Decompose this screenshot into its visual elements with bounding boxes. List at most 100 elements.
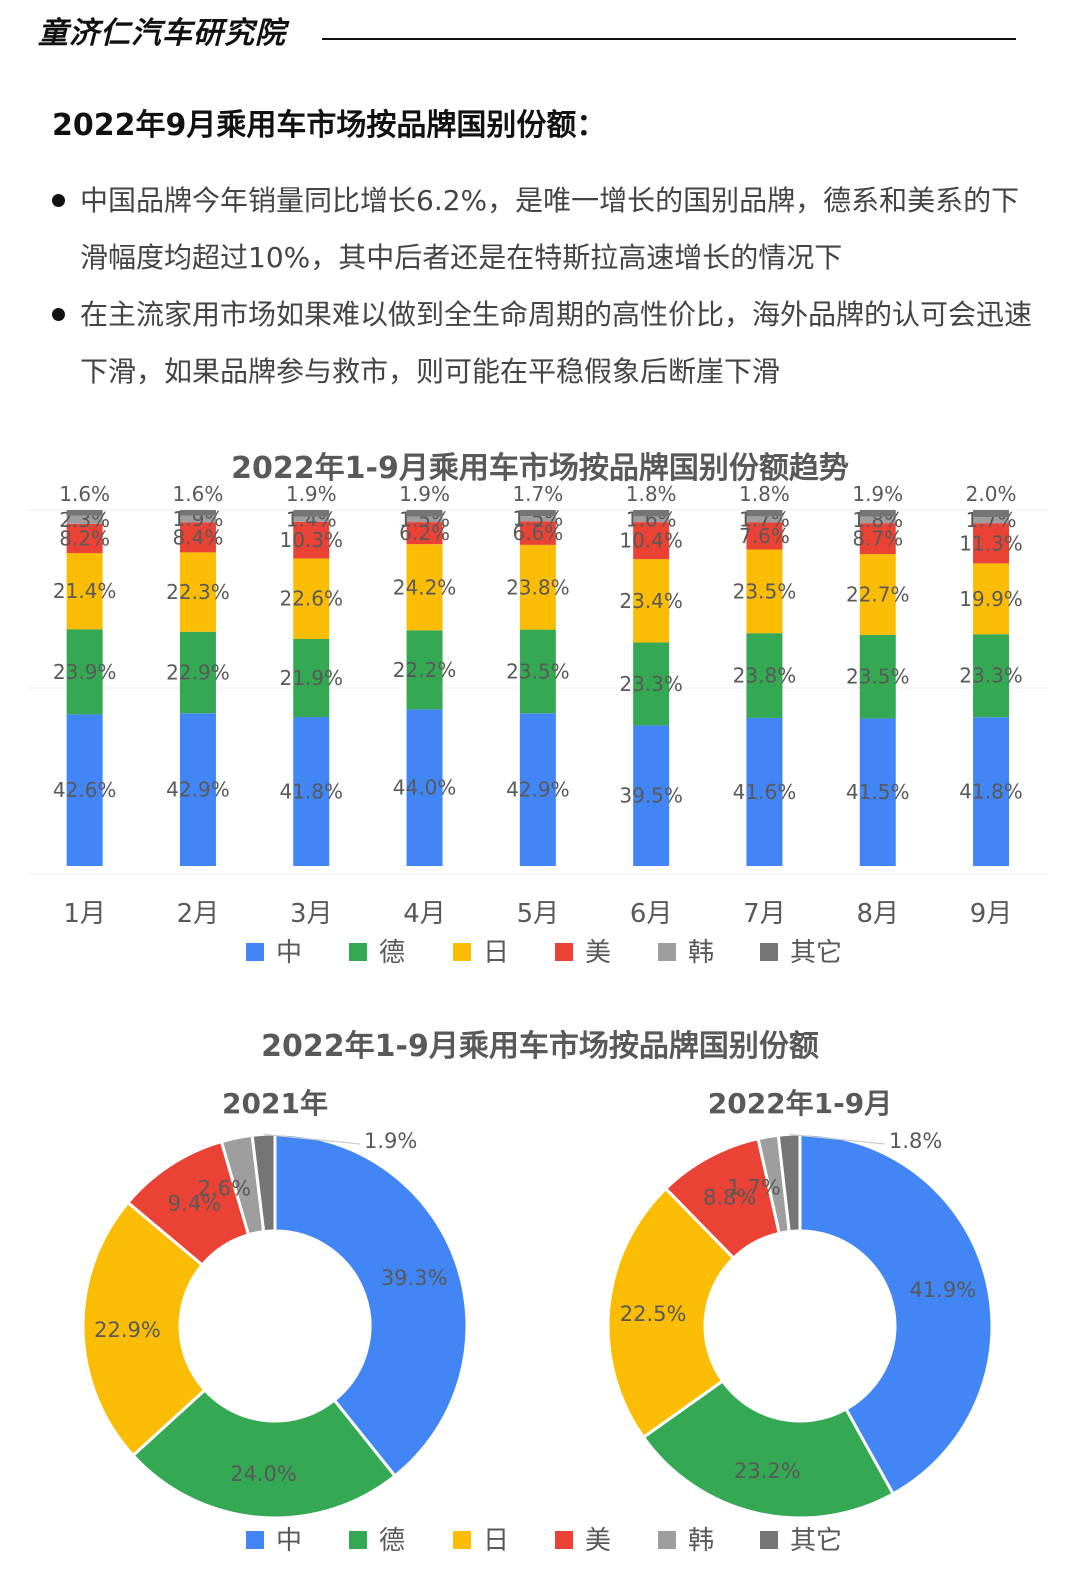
donut-slice [641, 1378, 896, 1520]
legend-label: 日 [483, 938, 509, 968]
stacked-bar-chart: 2022年1-9月乘用车市场按品牌国别份额趋势 42.6% 23.9% 21.4% 8… [28, 451, 1048, 968]
legend-label: 美 [585, 938, 611, 968]
legend-label: 其它 [790, 1526, 842, 1556]
bar-segment [179, 522, 216, 553]
donut-value-label: 1.8% [889, 1129, 942, 1153]
legend-label: 中 [276, 1526, 302, 1556]
x-tick-label: 4月 [403, 899, 446, 929]
bar-segment [633, 559, 670, 643]
legend-label: 日 [483, 1526, 509, 1556]
pie-chart-legend: 中 德 日 美 韩 其它 [246, 1526, 842, 1556]
legend-swatch [555, 943, 573, 961]
bar-segment [746, 510, 783, 517]
bar-segment [519, 713, 556, 866]
bar-segment [973, 517, 1010, 524]
pie-2021-subtitle: 2021年 [222, 1087, 328, 1120]
bar-value-label: 23.5% [846, 665, 910, 689]
bullet-text: 在主流家用市场如果难以做到全生命周期的高性价比，海外品牌的认可会迅速下滑，如果品… [80, 298, 1033, 388]
legend-label: 美 [585, 1526, 611, 1556]
bar-value-label: 44.0% [393, 776, 457, 800]
donut-slice [81, 1200, 207, 1458]
legend-label: 其它 [790, 938, 842, 968]
bar-value-label: 42.9% [166, 778, 230, 802]
donut-slice [798, 1132, 994, 1496]
bar-segment [293, 510, 330, 517]
legend-swatch [349, 943, 367, 961]
bar-value-label: 1.6% [173, 482, 224, 506]
pie-chart-title: 2022年1-9月乘用车市场按品牌国别份额 [261, 1029, 819, 1064]
bar-value-label: 23.5% [733, 579, 797, 603]
donut-value-label: 8.8% [703, 1185, 756, 1209]
donut-value-label: 22.9% [94, 1318, 161, 1342]
bar-value-label: 1.9% [852, 482, 903, 506]
bar-segment [66, 714, 103, 866]
bar-segment [973, 634, 1010, 718]
bar-segment [179, 713, 216, 866]
header-rule [322, 38, 1016, 40]
bullet-item: 中国品牌今年销量同比增长6.2%，是唯一增长的国别品牌，德系和美系的下滑幅度均超… [50, 172, 1040, 286]
bar-segment [859, 516, 896, 524]
bar-value-label: 22.3% [166, 580, 230, 604]
donut-value-label: 22.5% [620, 1302, 687, 1326]
bar-segment [859, 510, 896, 517]
bar-value-label: 21.4% [53, 579, 117, 603]
bar-chart-legend: 中 德 日 美 韩 其它 [246, 938, 842, 968]
bar-value-label: 10.4% [619, 529, 683, 553]
donut-value-label: 1.9% [364, 1129, 417, 1153]
bar-segment [406, 709, 443, 866]
bullet-item: 在主流家用市场如果难以做到全生命周期的高性价比，海外品牌的认可会迅速下滑，如果品… [50, 286, 1040, 400]
bullet-text: 中国品牌今年销量同比增长6.2%，是唯一增长的国别品牌，德系和美系的下滑幅度均超… [80, 184, 1020, 274]
bar-value-label: 8.2% [59, 526, 110, 550]
bar-segment [406, 522, 443, 545]
bar-value-label: 42.9% [506, 778, 570, 802]
bar-segment [746, 717, 783, 866]
bar-segment [859, 554, 896, 635]
bar-value-label: 41.8% [279, 780, 343, 804]
bar-segment [406, 510, 443, 517]
bar-segment [406, 516, 443, 523]
x-tick-label: 6月 [630, 899, 673, 929]
bar-segment [973, 717, 1010, 866]
legend-swatch [246, 943, 264, 961]
x-tick-label: 3月 [290, 899, 333, 929]
bar-value-label: 2.0% [966, 482, 1017, 506]
bar-segment [859, 634, 896, 719]
pie-2022-subtitle: 2022年1-9月 [708, 1087, 893, 1120]
legend-swatch [453, 943, 471, 961]
bar-segment [66, 515, 103, 524]
legend-swatch [760, 943, 778, 961]
bar-value-label: 1.7% [512, 482, 563, 506]
bar-segment [633, 642, 670, 726]
donut-slice [776, 1132, 802, 1234]
bar-value-label: 1.8% [739, 482, 790, 506]
bar-segment [746, 522, 783, 550]
bar-value-label: 10.3% [279, 528, 343, 552]
bar-segment [519, 510, 556, 517]
bar-segment [66, 510, 103, 516]
bar-value-label: 23.4% [619, 589, 683, 613]
legend-swatch [555, 1531, 573, 1549]
leader-line [789, 1133, 886, 1145]
legend-swatch [658, 1531, 676, 1549]
donut-value-label: 24.0% [230, 1462, 297, 1486]
bar-segment [293, 558, 330, 640]
x-tick-label: 5月 [517, 899, 560, 929]
x-tick-label: 8月 [856, 899, 899, 929]
brand-name: 童济仁汽车研究院 [38, 16, 286, 51]
donut-slice [273, 1132, 469, 1479]
bar-value-label: 39.5% [619, 784, 683, 808]
donut-value-label: 23.2% [734, 1459, 801, 1483]
bar-segment [66, 553, 103, 630]
bar-chart-title: 2022年1-9月乘用车市场按品牌国别份额趋势 [231, 451, 849, 486]
bar-segment [179, 515, 216, 523]
legend-label: 韩 [688, 1526, 714, 1556]
bar-value-label: 23.8% [733, 664, 797, 688]
donut-value-label: 9.4% [168, 1191, 221, 1215]
legend-label: 韩 [688, 938, 714, 968]
bar-value-label: 6.6% [512, 521, 563, 545]
donut-slice [250, 1132, 277, 1234]
bar-value-label: 23.3% [959, 664, 1023, 688]
bar-value-label: 7.6% [739, 524, 790, 548]
x-tick-label: 9月 [970, 899, 1013, 929]
bar-segment [746, 549, 783, 634]
